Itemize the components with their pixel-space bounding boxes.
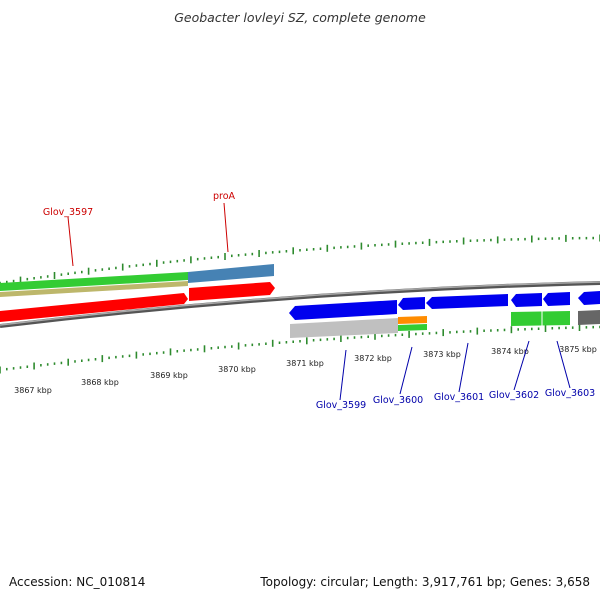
tick-label: 3867 kbp [14, 386, 52, 395]
gene-feature-gray-minus[interactable] [290, 318, 398, 338]
gene-feature-green-minus-2[interactable] [511, 311, 570, 326]
gene-label-glov-3603[interactable]: Glov_3603 [545, 388, 595, 399]
plus-gene-labels: Glov_3597 proA [43, 191, 236, 267]
gene-label-glov-3597[interactable]: Glov_3597 [43, 207, 93, 218]
gene-feature-blue-minus-3[interactable] [426, 294, 508, 309]
accession-text: Accession: NC_010814 [9, 575, 145, 589]
minus-strand-features [289, 291, 600, 338]
tick-label: 3875 kbp [559, 345, 597, 354]
gene-feature-orange-minus[interactable] [398, 316, 427, 324]
gene-label-glov-3602[interactable]: Glov_3602 [489, 390, 539, 401]
gene-feature-blue-minus-6[interactable] [578, 291, 600, 305]
scale-labels: 3867 kbp 3868 kbp 3869 kbp 3870 kbp 3871… [14, 345, 597, 395]
map-title: Geobacter lovleyi SZ, complete genome [174, 10, 426, 25]
gene-feature-green-minus-1[interactable] [398, 324, 427, 331]
leader-line [399, 346, 413, 395]
genome-summary-text: Topology: circular; Length: 3,917,761 bp… [259, 575, 590, 589]
gene-label-glov-3601[interactable]: Glov_3601 [434, 392, 484, 403]
gene-label-glov-3599[interactable]: Glov_3599 [316, 400, 366, 411]
gene-label-proa[interactable]: proA [213, 191, 236, 202]
inner-tick-track [0, 324, 600, 374]
gene-feature-blue-minus-2[interactable] [398, 297, 425, 310]
tick-label: 3873 kbp [423, 350, 461, 359]
leader-line [223, 202, 229, 253]
gene-label-glov-3600[interactable]: Glov_3600 [373, 395, 423, 406]
tick-label: 3874 kbp [491, 347, 529, 356]
gene-feature-dark-minus[interactable] [578, 310, 600, 325]
minus-gene-labels: Glov_3599 Glov_3600 Glov_3601 Glov_3602 … [316, 340, 595, 411]
genome-backbone [0, 281, 600, 328]
leader-line [458, 342, 469, 393]
tick-label: 3872 kbp [354, 354, 392, 363]
gene-feature-steelblue-plus[interactable] [188, 264, 274, 283]
tick-label: 3871 kbp [286, 359, 324, 368]
gene-feature-blue-minus-1[interactable] [289, 300, 397, 320]
leader-line [556, 340, 571, 389]
gene-feature-blue-minus-5[interactable] [543, 292, 570, 306]
leader-line [339, 349, 347, 401]
tick-label: 3870 kbp [218, 365, 256, 374]
tick-label: 3869 kbp [150, 371, 188, 380]
leader-line [513, 340, 530, 391]
tick-label: 3868 kbp [81, 378, 119, 387]
gene-feature-red-plus-2[interactable] [189, 282, 275, 301]
plus-strand-features [0, 264, 275, 322]
outer-tick-track [0, 234, 600, 285]
genome-backbone-highlight [0, 281, 600, 326]
gene-feature-green-plus[interactable] [0, 272, 188, 291]
leader-line [67, 216, 74, 267]
gene-feature-red-plus[interactable] [0, 293, 188, 322]
gene-feature-khaki-plus[interactable] [0, 281, 188, 297]
gene-feature-blue-minus-4[interactable] [511, 293, 542, 307]
